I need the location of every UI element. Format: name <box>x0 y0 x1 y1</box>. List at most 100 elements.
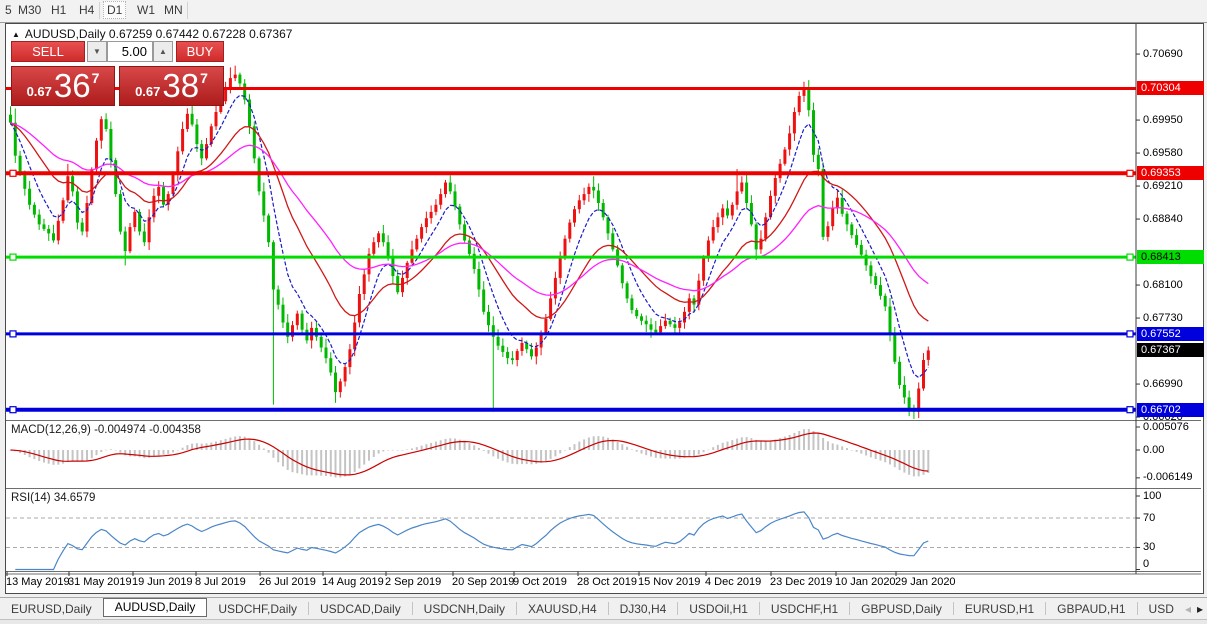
sell-price-big: 36 <box>53 67 91 104</box>
toolbar-separator <box>99 2 100 19</box>
price-tick-label: 0.68840 <box>1143 212 1183 225</box>
buy-button[interactable]: BUY <box>176 41 224 62</box>
macd-signal-line <box>10 432 929 476</box>
sell-button[interactable]: SELL <box>11 41 85 62</box>
tab-scroll-right-icon[interactable]: ▸ <box>1196 601 1203 616</box>
hline-price-tag[interactable]: 0.69353 <box>1137 166 1204 181</box>
chart-tab-usdoil-h1[interactable]: USDOil,H1 <box>689 601 748 616</box>
volume-increase-button[interactable]: ▲ <box>153 41 173 62</box>
buy-price-big: 38 <box>162 67 200 104</box>
tab-separator <box>607 602 609 615</box>
chart-title: ▲ AUDUSD,Daily 0.67259 0.67442 0.67228 0.… <box>12 27 292 41</box>
date-axis-label: 23 Dec 2019 <box>770 576 833 588</box>
status-bar <box>0 619 1207 624</box>
date-axis-label: 31 May 2019 <box>68 576 132 588</box>
price-tick-label: 0.69580 <box>1143 146 1183 159</box>
timeframe-button-d1[interactable]: D1 <box>103 1 127 19</box>
chart-tab-eurusd-daily[interactable]: EURUSD,Daily <box>11 601 92 616</box>
tab-scroll-left-icon[interactable]: ◂ <box>1184 601 1191 616</box>
date-axis-label: 10 Jan 2020 <box>835 576 896 588</box>
timeframe-toolbar: 5 M30 H1 H4 D1 W1 MN <box>0 0 1207 23</box>
candlestick-series <box>9 65 930 419</box>
hline-price-tag[interactable]: 0.68413 <box>1137 250 1204 265</box>
one-click-trade-panel: SELL ▼ ▲ BUY 0.67 36 7 0.67 38 7 <box>11 41 225 107</box>
buy-price-pip: 7 <box>200 70 208 86</box>
buy-price-prefix: 0.67 <box>135 84 161 99</box>
chart-tab-gbpusd-daily[interactable]: GBPUSD,Daily <box>861 601 942 616</box>
line-handle <box>9 330 17 338</box>
chart-tab-audusd-daily[interactable]: AUDUSD,Daily <box>102 598 208 617</box>
line-handle <box>1126 169 1134 177</box>
chart-tab-usdchf-h1[interactable]: USDCHF,H1 <box>770 601 839 616</box>
price-tick-label: 0.66990 <box>1143 377 1183 390</box>
date-axis-label: 28 Oct 2019 <box>577 576 637 588</box>
chart-tab-usdcnh-daily[interactable]: USDCNH,Daily <box>423 601 505 616</box>
buy-price-box[interactable]: 0.67 38 7 <box>119 66 224 106</box>
timeframe-button-h1[interactable]: H1 <box>51 3 67 17</box>
date-axis-label: 9 Oct 2019 <box>513 576 567 588</box>
chart-tab-usdcad-daily[interactable]: USDCAD,Daily <box>320 601 401 616</box>
line-handle <box>9 253 17 261</box>
timeframe-button-5[interactable]: 5 <box>5 3 12 17</box>
sell-price-prefix: 0.67 <box>26 84 52 99</box>
date-axis-label: 13 May 2019 <box>6 576 70 588</box>
timeframe-button-mn[interactable]: MN <box>164 3 183 17</box>
price-tick-label: 0.67730 <box>1143 311 1183 324</box>
chart-tab-dj30-h4[interactable]: DJ30,H4 <box>619 601 667 616</box>
ma-fast-line <box>9 94 929 379</box>
rsi-line <box>15 511 929 571</box>
volume-input[interactable] <box>107 41 153 62</box>
rsi-tick-label: 30 <box>1143 540 1156 553</box>
chart-canvas[interactable] <box>6 24 1201 591</box>
date-axis-label: 2 Sep 2019 <box>385 576 442 588</box>
hline-price-tag[interactable]: 0.66702 <box>1137 402 1204 417</box>
line-handle <box>9 406 17 414</box>
timeframe-button-h4[interactable]: H4 <box>79 3 95 17</box>
hline-price-tag[interactable]: 0.70304 <box>1137 81 1204 96</box>
rsi-tick-label: 0 <box>1143 557 1150 570</box>
hline-price-tag[interactable]: 0.67552 <box>1137 326 1204 341</box>
date-axis-label: 8 Jul 2019 <box>195 576 246 588</box>
timeframe-button-m30[interactable]: M30 <box>18 3 42 17</box>
sell-price-pip: 7 <box>91 70 100 86</box>
rsi-indicator-label: RSI(14) 34.6579 <box>11 492 96 504</box>
price-tick-label: 0.69950 <box>1143 113 1183 126</box>
line-handle <box>1126 406 1134 414</box>
date-axis-label: 26 Jul 2019 <box>259 576 316 588</box>
tab-separator <box>758 602 760 615</box>
ma-mid-line <box>10 122 929 322</box>
macd-tick-label: 0.00 <box>1143 443 1165 456</box>
macd-tick-label: 0.005076 <box>1143 420 1189 433</box>
line-handle <box>9 169 17 177</box>
price-tick-label: 0.70690 <box>1143 47 1183 60</box>
chart-tab-xauusd-h4[interactable]: XAUUSD,H4 <box>527 601 597 616</box>
date-axis-label: 15 Nov 2019 <box>638 576 701 588</box>
macd-tick-label: -0.006149 <box>1143 471 1193 484</box>
sell-price-box[interactable]: 0.67 36 7 <box>11 66 115 106</box>
collapse-arrow-icon[interactable]: ▲ <box>12 30 20 39</box>
price-tick-label: 0.69210 <box>1143 179 1183 192</box>
chart-tab-eurusd-h1[interactable]: EURUSD,H1 <box>964 601 1035 616</box>
date-axis-label: 14 Aug 2019 <box>322 576 384 588</box>
chart-title-text: AUDUSD,Daily 0.67259 0.67442 0.67228 0.6… <box>24 27 293 41</box>
tab-separator <box>308 602 310 615</box>
chart-tab-usdchf-daily[interactable]: USDCHF,Daily <box>218 601 298 616</box>
tab-separator <box>516 602 517 615</box>
chart-tab-usd[interactable]: USD <box>1148 601 1174 616</box>
volume-decrease-button[interactable]: ▼ <box>87 41 107 62</box>
toolbar-separator <box>187 2 188 19</box>
date-axis-label: 4 Dec 2019 <box>705 576 762 588</box>
current-price-tag: 0.67367 <box>1137 343 1204 358</box>
tab-separator <box>411 602 413 615</box>
rsi-tick-label: 100 <box>1143 489 1162 502</box>
timeframe-button-w1[interactable]: W1 <box>137 3 155 17</box>
tab-separator <box>1136 602 1138 615</box>
chart-tab-gbpaud-h1[interactable]: GBPAUD,H1 <box>1057 601 1126 616</box>
tab-separator <box>849 602 851 615</box>
macd-indicator-label: MACD(12,26,9) -0.004974 -0.004358 <box>11 424 201 436</box>
tab-separator <box>952 602 954 615</box>
date-axis-label: 19 Jun 2019 <box>132 576 193 588</box>
chart-window: ▲ AUDUSD,Daily 0.67259 0.67442 0.67228 0.… <box>5 23 1204 594</box>
line-handle <box>1126 253 1134 261</box>
